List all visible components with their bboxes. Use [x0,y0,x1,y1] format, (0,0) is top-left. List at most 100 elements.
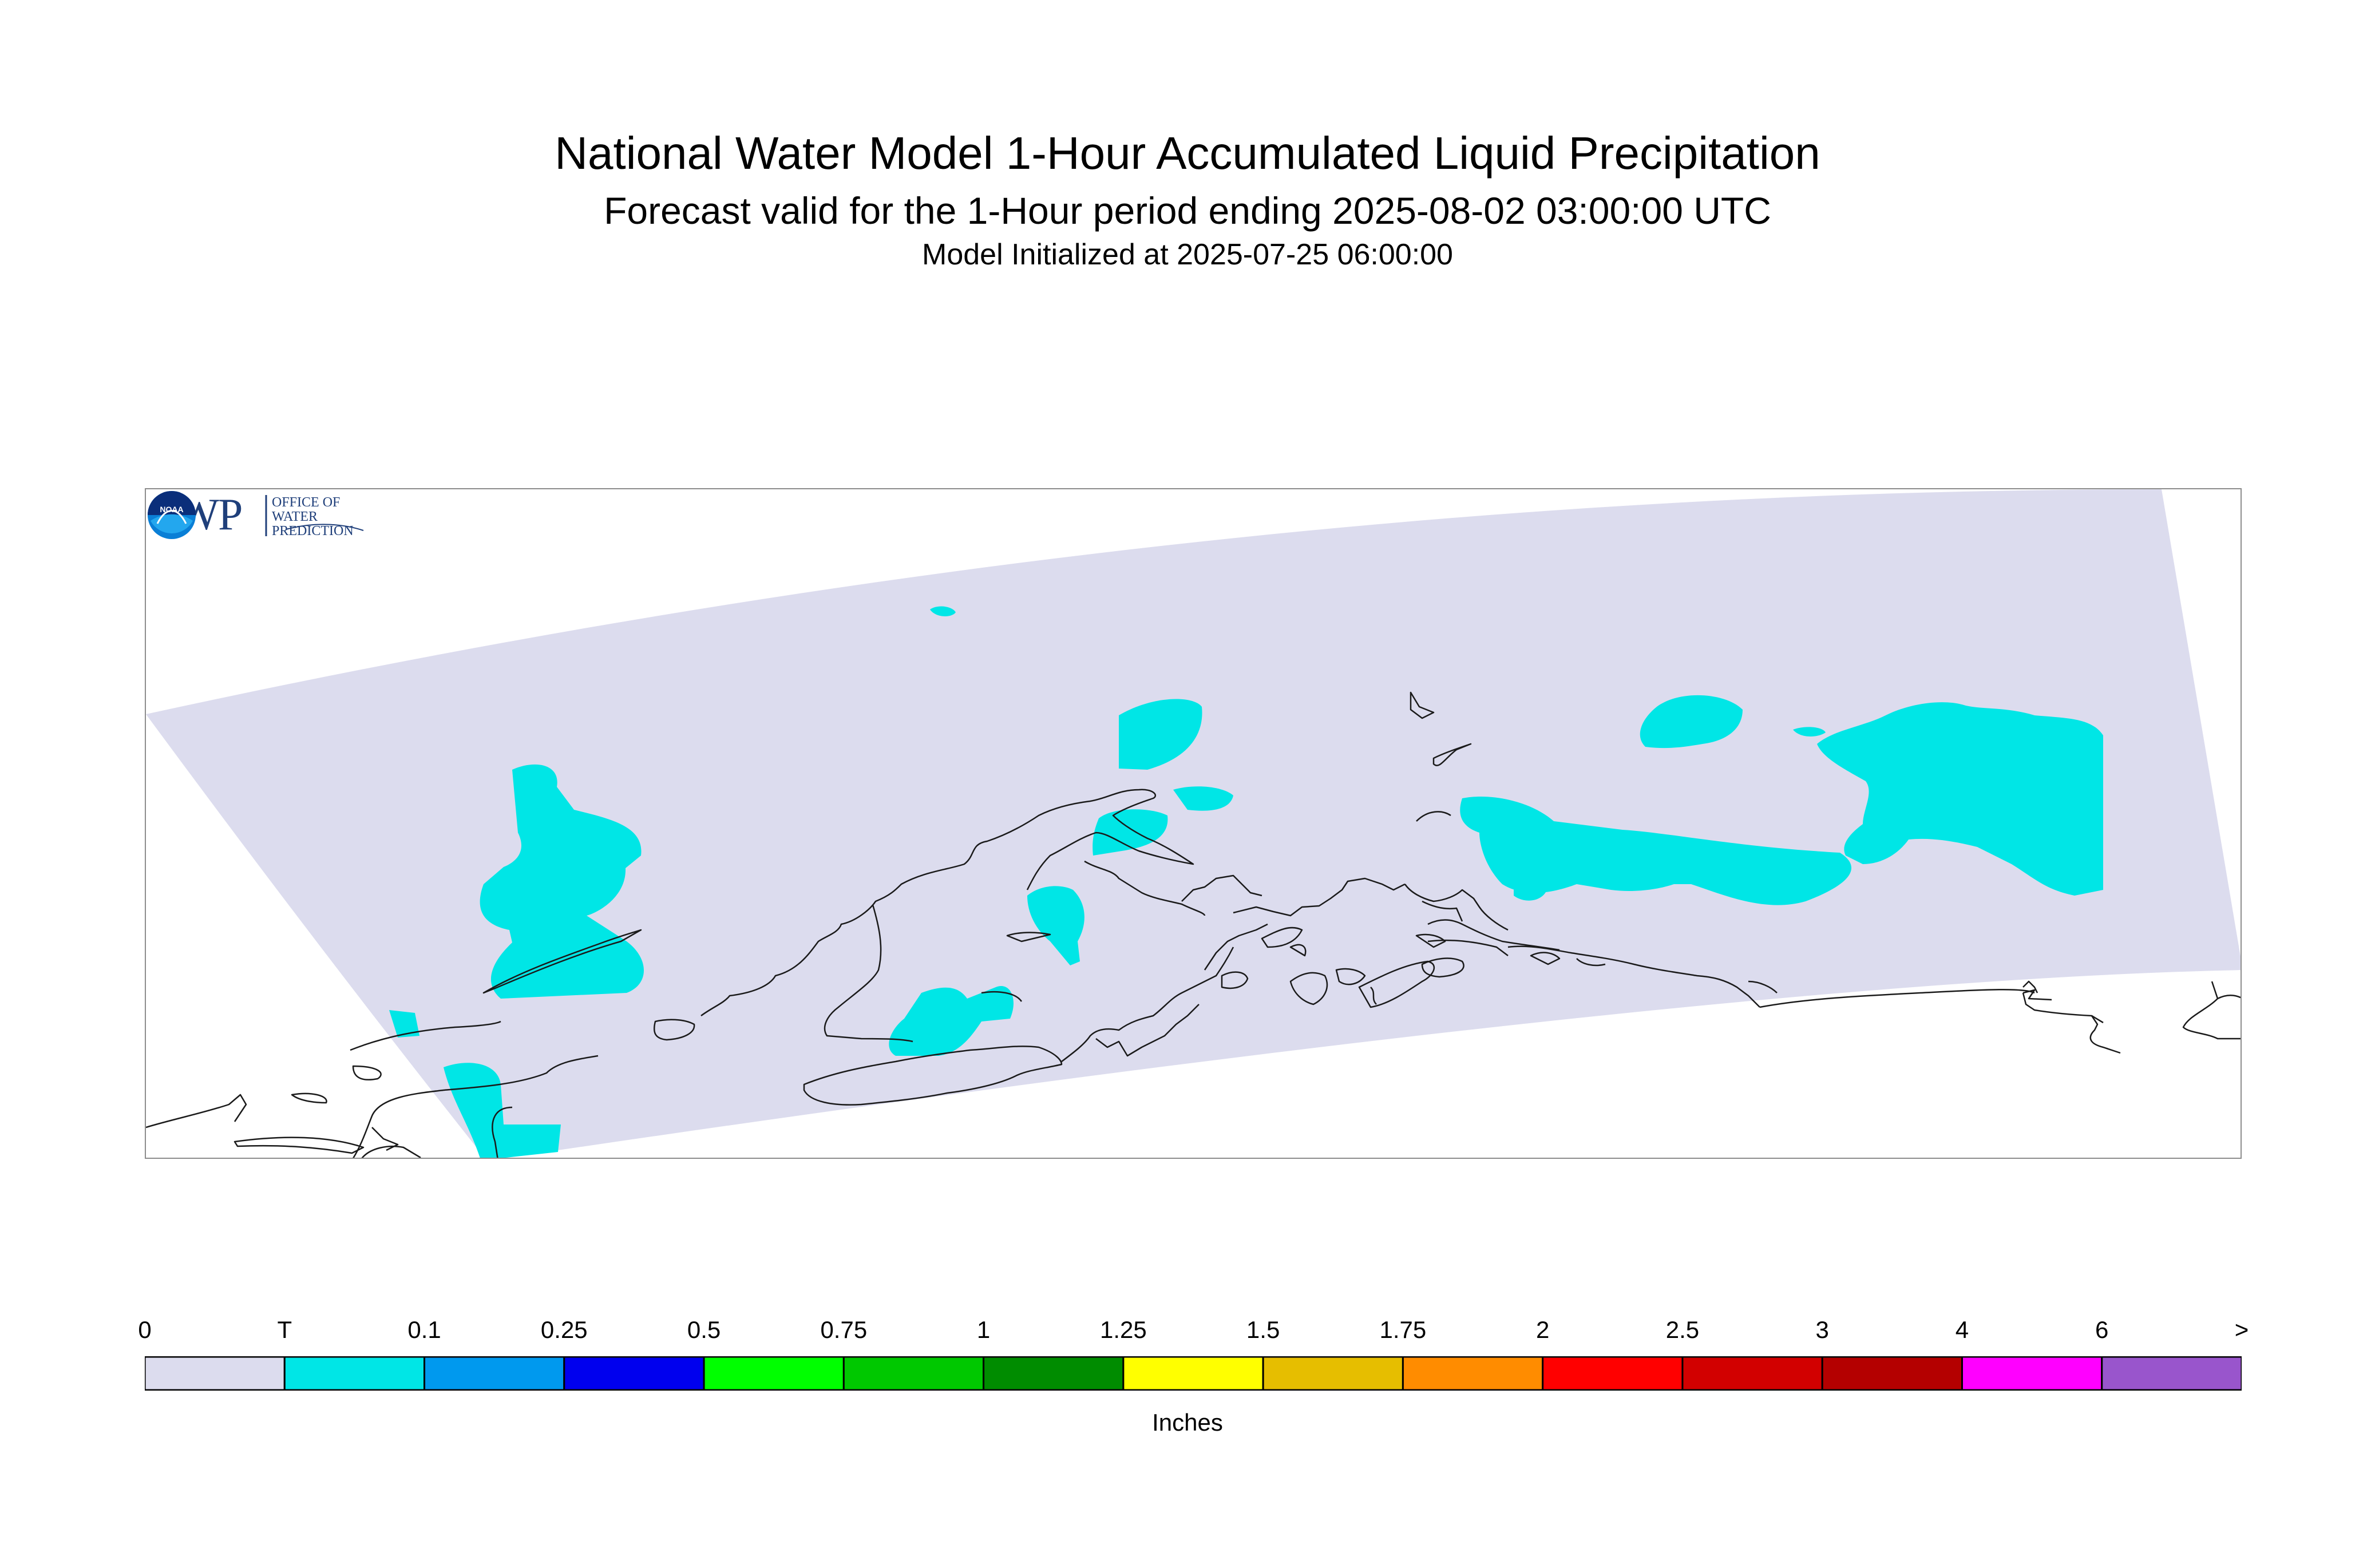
owp-logo: OWP OFFICE OF WATER PREDICTION [146,489,364,539]
legend-tick-label: 0.5 [687,1316,721,1343]
coastline [1422,900,1463,922]
legend-swatch [703,1356,845,1391]
legend-tick-label: 2.5 [1665,1316,1700,1343]
precip-area [444,1063,561,1158]
coastline [371,1127,399,1151]
coastline [1061,947,1234,1062]
coastline [1006,932,1051,943]
coastline [1084,860,1206,916]
precip-area [1027,886,1084,965]
coastline [981,991,1023,1002]
coastline [291,1092,327,1104]
coastline [361,1146,421,1158]
legend-tick-label: > [2234,1316,2249,1343]
map-canvas [146,489,2241,1158]
coastline [1335,968,1366,985]
color-legend [145,1356,2242,1391]
precip-area [1119,699,1202,770]
precip-area [480,764,644,999]
precip-area [1514,874,1547,901]
map-title: National Water Model 1-Hour Accumulated … [555,128,1820,179]
coastline [492,1106,513,1158]
legend-swatch [983,1356,1125,1391]
legend-tick-label: 1.5 [1246,1316,1280,1343]
legend-swatch [423,1356,565,1391]
coastlines [146,691,2241,1158]
precip-area [1092,809,1168,856]
legend-tick-label: 0.75 [820,1316,868,1343]
coastline [2217,995,2241,1000]
map-subtitle: Forecast valid for the 1-Hour period end… [604,189,1771,232]
coastline [1404,884,1509,931]
coastline [1370,987,1377,1005]
coastline [1410,691,1435,719]
legend-tick-label: 4 [1955,1316,1969,1343]
coastline [1221,971,1249,989]
legend-tick-label: T [277,1316,292,1343]
coastline [1181,874,1262,902]
coastline [1748,980,1778,993]
coastline [1759,988,2035,1008]
precip-area [389,1010,419,1038]
precip-area [930,606,956,616]
coastline [1095,1004,1200,1057]
legend-swatch [145,1356,286,1391]
legend-tick-label: 3 [1815,1316,1829,1343]
noaa-logo-text: NOAA [160,505,183,514]
legend-swatch [1262,1356,1404,1391]
coastline [1432,743,1472,766]
coastline [2089,1015,2121,1054]
coastline [1576,958,1606,967]
legend-tick-label: 0 [138,1316,152,1343]
legend-swatch [1122,1356,1264,1391]
coastline [1416,811,1451,822]
coastline [1415,933,1446,948]
coastline [2022,992,2104,1024]
coastline [2182,981,2241,1040]
coastline [1507,945,1760,1008]
legend-tick-label: 1.75 [1379,1316,1427,1343]
coastline [353,1055,599,1158]
legend-tick-label: 1 [976,1316,991,1343]
noaa-logo: NOAA [148,491,196,539]
coastline [2022,989,2052,1001]
owp-logo-text: WATER [272,509,318,524]
coastline [803,1046,1063,1106]
coastline [1204,923,1268,971]
legend-swatch [563,1356,705,1391]
coastline [233,1137,365,1154]
coastline [1427,919,1560,951]
coastline [1233,877,1406,917]
legend-tick-label: 2 [1535,1316,1550,1343]
coastline [653,1019,695,1041]
precip-area [1460,796,1851,905]
legend-swatch [1821,1356,1963,1391]
legend-swatch [283,1356,426,1391]
coastline [1427,939,1509,956]
coastline [1421,957,1464,978]
coastline [1530,952,1561,965]
precip-area [1817,702,2103,896]
precip-area [1793,727,1826,737]
legend-tick-label: 1.25 [1099,1316,1147,1343]
legend-swatch [2101,1356,2242,1391]
coastline [1261,926,1303,948]
model-initialized-label: Model Initialized at 2025-07-25 06:00:00 [922,238,1453,271]
coastline [824,904,913,1043]
coastline [1289,972,1328,1005]
legend-tick-label: 0.25 [540,1316,588,1343]
model-domain [146,489,2241,1158]
legend-swatch [1961,1356,2103,1391]
legend-tick-label: 6 [2095,1316,2109,1343]
precip-area [889,986,1014,1056]
owp-logo-text: OFFICE OF [272,495,340,510]
coastline [146,1094,247,1129]
legend-tick-label: 0.1 [407,1316,441,1343]
legend-swatch [1542,1356,1684,1391]
owp-logo-text: PREDICTION [272,524,354,538]
precipitation-map: OWP OFFICE OF WATER PREDICTION NOAA [145,488,2242,1159]
coastline [1358,960,1435,1008]
precip-area [1173,786,1233,811]
legend-swatch [1681,1356,1823,1391]
precipitation-areas [389,606,2103,1158]
